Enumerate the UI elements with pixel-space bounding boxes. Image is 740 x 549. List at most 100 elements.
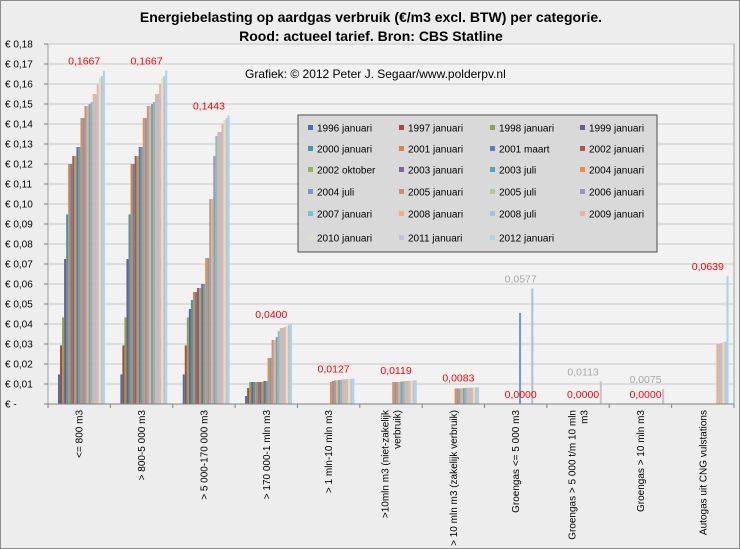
value-label: 0,0083 [442, 372, 474, 384]
bar [331, 381, 334, 404]
legend-swatch [580, 146, 585, 151]
bar [80, 118, 83, 404]
bar [211, 199, 214, 404]
bar [165, 70, 168, 404]
bar [94, 94, 97, 404]
value-label: 0,0075 [629, 374, 661, 386]
legend-swatch [580, 125, 585, 130]
bar [90, 102, 93, 404]
bar [199, 288, 202, 404]
bar [217, 132, 220, 404]
bar [74, 156, 77, 404]
chart-title: Energiebelasting op aardgas verbruik (€/… [139, 9, 603, 25]
value-label: 0,0000 [567, 389, 599, 401]
legend-swatch [580, 189, 585, 194]
y-tick-label: € 0,05 [5, 300, 33, 311]
bar [269, 358, 272, 404]
bar [205, 258, 208, 404]
legend-label: 2001 januari [408, 145, 463, 156]
y-tick-label: € 0,01 [5, 380, 33, 391]
bar [350, 378, 353, 404]
bar [253, 382, 256, 404]
bar [197, 288, 200, 404]
bar [519, 313, 522, 404]
legend-swatch [399, 125, 404, 130]
y-tick-label: € 0,03 [5, 340, 33, 351]
value-label: 0,0000 [505, 389, 537, 401]
legend-swatch [490, 189, 495, 194]
x-category-label: > 800-5 000 m3 [137, 410, 148, 481]
x-category-label: > 10 mln m3 (zakelijk verbruik) [449, 410, 460, 546]
y-tick-label: € 0,08 [5, 240, 33, 251]
legend-label: 2002 januari [589, 145, 644, 156]
bar [182, 374, 185, 404]
bar [352, 378, 355, 404]
bar [404, 381, 407, 404]
bar [98, 78, 101, 404]
bar [219, 132, 222, 404]
bar [336, 380, 339, 404]
x-category-label: Groengas > 10 mln m3 [636, 410, 647, 512]
bar [726, 276, 729, 404]
bar [348, 378, 351, 404]
bar [84, 106, 87, 404]
bar [203, 284, 206, 404]
legend-label: 1999 januari [589, 124, 644, 135]
bar [531, 288, 534, 404]
bar [662, 389, 665, 404]
bar [412, 380, 415, 404]
bar [186, 317, 189, 404]
bar [462, 388, 465, 404]
bar [338, 380, 341, 404]
bar [221, 124, 224, 404]
value-label: 0,0119 [380, 365, 411, 377]
bar [184, 345, 187, 404]
bar [78, 147, 81, 404]
bar [408, 380, 411, 404]
bar [720, 343, 723, 404]
bar [188, 309, 191, 404]
bar [456, 388, 459, 404]
legend-label: 2006 januari [589, 188, 644, 199]
legend-swatch [308, 167, 313, 172]
legend-swatch [490, 146, 495, 151]
bar [249, 382, 252, 404]
bar [396, 382, 399, 404]
chart-credit: Grafiek: © 2012 Peter J. Segaar/www.pold… [245, 67, 506, 81]
bar [259, 382, 262, 404]
bar [340, 379, 343, 404]
legend-label: 2002 oktober [317, 166, 376, 177]
legend-swatch [399, 211, 404, 216]
y-tick-label: € 0,10 [5, 200, 33, 211]
bar [155, 94, 158, 404]
value-label: 0,1667 [130, 56, 162, 68]
legend-label: 2000 januari [317, 145, 372, 156]
bar [718, 344, 721, 404]
legend-swatch [308, 189, 313, 194]
bar [64, 259, 67, 404]
bar [283, 327, 286, 404]
bar [394, 382, 397, 404]
legend-box [297, 114, 658, 253]
legend-swatch [399, 167, 404, 172]
bar [329, 382, 332, 404]
legend-label: 2003 juli [499, 166, 536, 177]
bar [414, 380, 417, 404]
value-label: 0,0113 [567, 366, 598, 378]
x-category-label: > 170 000-1 mln m3 [262, 410, 273, 500]
legend-label: 2001 maart [499, 145, 550, 156]
bar [287, 325, 290, 404]
bar [159, 84, 162, 404]
bar [207, 258, 210, 404]
bar [72, 156, 75, 404]
bar [130, 164, 133, 404]
bar [460, 388, 463, 404]
bar [124, 317, 127, 404]
value-label: 0,1667 [68, 56, 100, 68]
bar [86, 106, 89, 404]
legend-label: 2005 juli [499, 188, 536, 199]
bar [255, 382, 258, 404]
bar [257, 382, 260, 404]
value-label: 0,0577 [505, 274, 537, 286]
bar [128, 214, 131, 404]
